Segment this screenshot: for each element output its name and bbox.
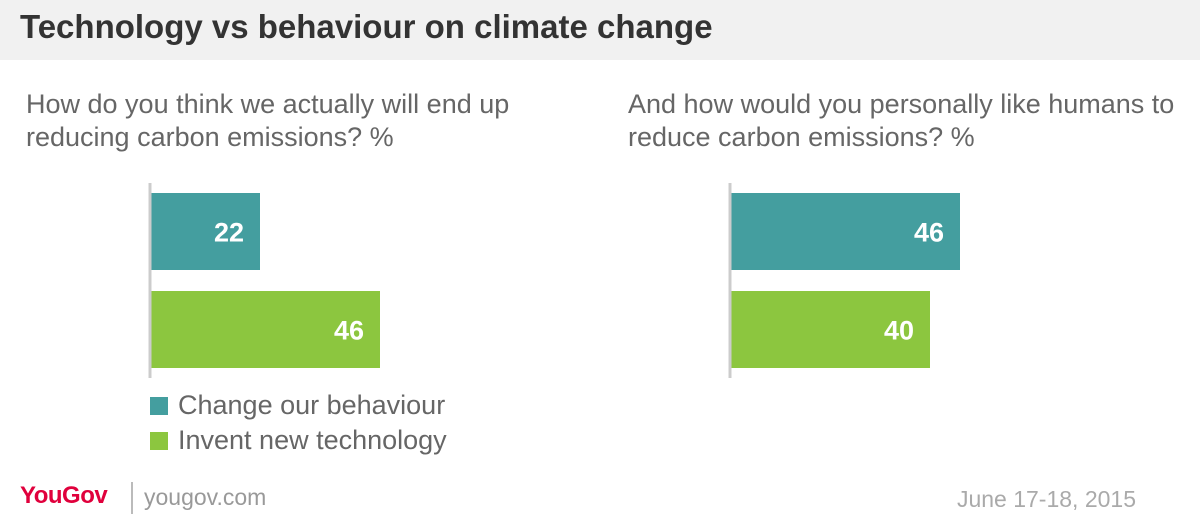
site-link[interactable]: yougov.com	[144, 484, 267, 510]
survey-date: June 17-18, 2015	[956, 486, 1136, 512]
legend-item-technology: Invent new technology	[150, 425, 447, 456]
legend-label-behaviour: Change our behaviour	[178, 390, 446, 420]
bar-left-technology	[150, 291, 380, 368]
chart-title: Technology vs behaviour on climate chang…	[20, 8, 713, 45]
legend-swatch-technology	[150, 432, 168, 450]
data-label-left-technology: 46	[334, 316, 364, 346]
legend-swatch-behaviour	[150, 397, 168, 415]
data-label-left-behaviour: 22	[214, 218, 244, 248]
right-chart-question: And how would you personally like humans…	[628, 89, 1175, 152]
bar-right-technology	[730, 291, 930, 368]
title-bar	[0, 0, 1200, 60]
legend-item-behaviour: Change our behaviour	[150, 390, 445, 421]
left-chart-question: How do you think we actually will end up…	[26, 89, 510, 152]
bar-left-behaviour	[150, 193, 260, 270]
logo-divider	[131, 482, 133, 514]
data-label-right-behaviour: 46	[914, 218, 944, 248]
bar-right-behaviour	[730, 193, 960, 270]
legend-label-technology: Invent new technology	[178, 425, 447, 455]
data-label-right-technology: 40	[884, 316, 914, 346]
yougov-logo: YouGov	[20, 482, 108, 509]
